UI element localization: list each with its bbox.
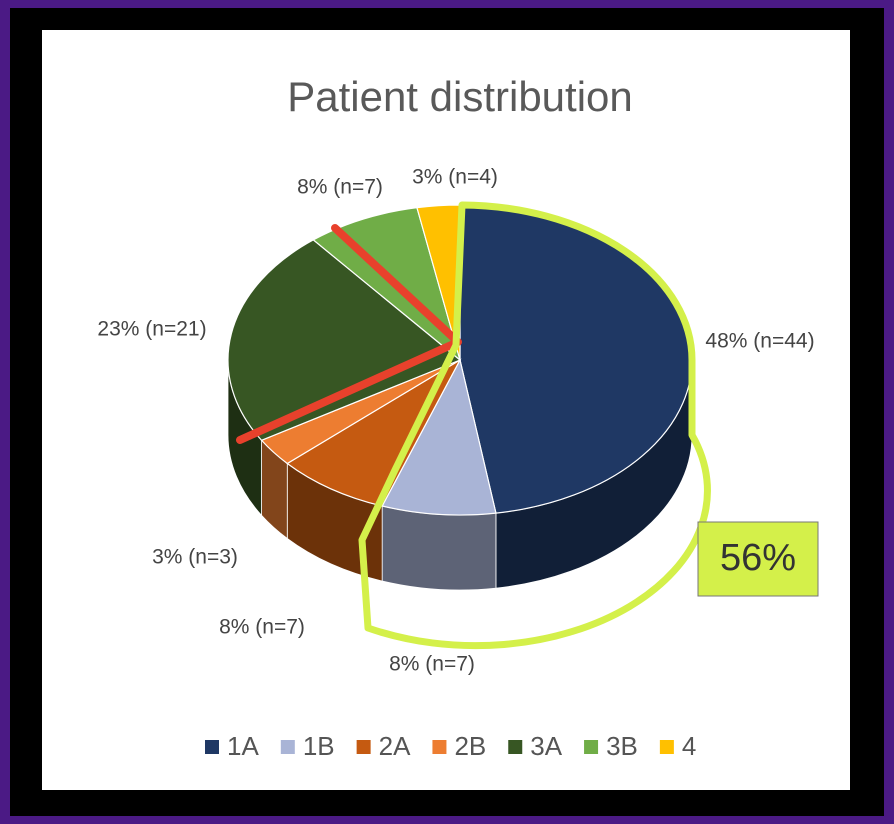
data-label: 8% (n=7) xyxy=(297,176,383,199)
legend-swatch xyxy=(432,740,447,754)
data-label: 23% (n=21) xyxy=(97,318,206,341)
legend-label: 3B xyxy=(606,731,638,761)
legend-label: 2A xyxy=(379,731,411,761)
legend-label: 2B xyxy=(454,731,486,761)
legend-label: 1B xyxy=(303,731,335,761)
highlight-outline xyxy=(358,201,711,650)
annotation-box xyxy=(697,521,819,597)
legend-swatch xyxy=(584,740,599,754)
data-labels: 48% (n=44) 8% (n=7) 8% (n=7) 3% (n=3) 23% (n… xyxy=(97,166,814,676)
data-label: 48% (n=44) xyxy=(705,330,814,353)
legend-swatch xyxy=(508,740,523,754)
legend-swatch xyxy=(280,740,295,754)
data-label: 3% (n=3) xyxy=(152,546,238,569)
data-label: 8% (n=7) xyxy=(389,653,475,676)
pie-slice xyxy=(381,358,497,516)
legend-label: 1A xyxy=(227,731,259,761)
pie-slice xyxy=(227,239,462,441)
legend-label: 3A xyxy=(530,731,562,761)
legend: 1A 1B 2A 2B 3A 3B 4 xyxy=(205,731,696,761)
annotation-text: 56% xyxy=(720,537,796,579)
legend-label: 4 xyxy=(682,731,696,761)
data-label: 3% (n=4) xyxy=(412,166,498,189)
data-label: 8% (n=7) xyxy=(219,616,305,639)
pie-side xyxy=(381,505,497,591)
legend-swatch xyxy=(205,740,219,754)
legend-swatch xyxy=(356,740,371,754)
legend-swatch xyxy=(659,740,674,754)
chart-title: Patient distribution xyxy=(287,73,633,120)
